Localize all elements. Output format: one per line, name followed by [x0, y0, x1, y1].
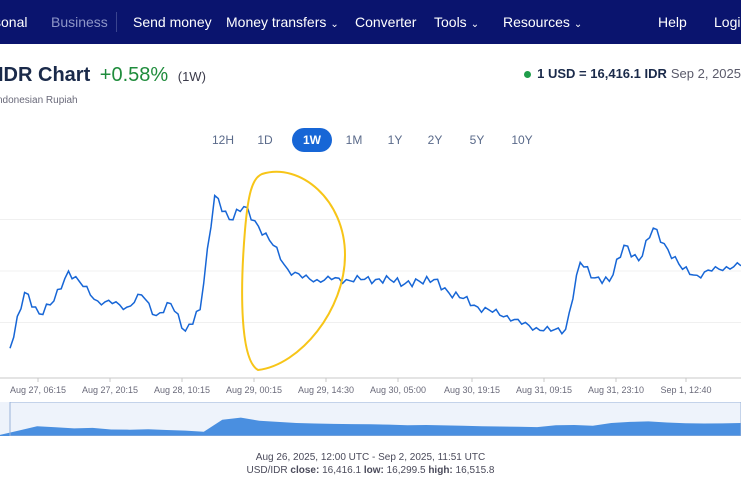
- rate-date: Sep 2, 2025: [670, 66, 741, 81]
- chart-title: IDR Chart: [0, 64, 91, 86]
- low-label: low:: [363, 465, 384, 476]
- chevron-down-icon: ⌄: [330, 19, 339, 30]
- nav-help[interactable]: Help: [658, 14, 687, 30]
- nav-send-money[interactable]: Send money: [133, 14, 212, 30]
- current-rate: 1 USD = 16,416.1 IDR Sep 2, 2025: [524, 66, 741, 81]
- range-10y[interactable]: 10Y: [511, 133, 533, 147]
- nav-divider: [116, 12, 117, 32]
- x-tick-label: Aug 31, 23:10: [588, 385, 644, 395]
- range-2y[interactable]: 2Y: [427, 133, 443, 147]
- page-title: IDR Chart +0.58% (1W): [0, 64, 206, 87]
- range-navigator[interactable]: [0, 402, 741, 436]
- high-label: high:: [428, 465, 453, 476]
- chevron-down-icon: ⌄: [573, 19, 583, 30]
- live-indicator-icon: [524, 71, 532, 79]
- top-nav: sonal Business Send money Money transfer…: [0, 0, 741, 44]
- chart-grid: [0, 219, 741, 323]
- hand-drawn-annotation: [241, 170, 347, 372]
- x-tick-label: Aug 29, 00:15: [226, 385, 282, 395]
- nav-business[interactable]: Business: [51, 14, 108, 30]
- x-tick-label: Aug 30, 19:15: [444, 385, 500, 395]
- x-tick-label: Aug 30, 05:00: [370, 385, 426, 395]
- navigator-area: [0, 417, 741, 436]
- nav-personal[interactable]: sonal: [0, 14, 28, 30]
- close-label: close:: [290, 465, 320, 476]
- ohlc-summary: USD/IDR close: 16,416.1 low: 16,299.5 hi…: [0, 465, 741, 476]
- low-value: 16,299.5: [386, 465, 426, 476]
- chevron-down-icon: ⌄: [470, 19, 480, 30]
- x-tick-label: Aug 29, 14:30: [298, 385, 354, 395]
- range-1y[interactable]: 1Y: [387, 133, 403, 147]
- x-axis-ticks: Aug 27, 06:15 Aug 27, 20:15 Aug 28, 10:15 A…: [10, 378, 712, 395]
- nav-tools[interactable]: Tools ⌄: [434, 14, 479, 30]
- range-1d[interactable]: 1D: [257, 133, 273, 147]
- x-tick-label: Aug 31, 09:15: [516, 385, 572, 395]
- currency-name: ndonesian Rupiah: [0, 95, 78, 106]
- range-12h[interactable]: 12H: [211, 133, 234, 147]
- nav-resources-label: Resources: [503, 14, 570, 30]
- high-value: 16,515.8: [455, 465, 495, 476]
- pair-label: USD/IDR: [246, 465, 288, 476]
- x-tick-label: Sep 1, 12:40: [660, 385, 711, 395]
- series-line: [9, 194, 741, 349]
- range-1m[interactable]: 1M: [345, 133, 363, 147]
- nav-converter[interactable]: Converter: [355, 14, 417, 30]
- change-period: (1W): [177, 69, 206, 84]
- nav-money-transfers-label: Money transfers: [226, 14, 327, 30]
- rate-chart[interactable]: Aug 27, 06:15 Aug 27, 20:15 Aug 28, 10:15 A…: [0, 160, 741, 400]
- chart-series: [9, 194, 741, 349]
- close-value: 16,416.1: [322, 465, 362, 476]
- navigator-series: [0, 417, 741, 436]
- x-tick-label: Aug 27, 20:15: [82, 385, 138, 395]
- rate-label: 1 USD = 16,416.1 IDR: [537, 66, 667, 81]
- x-tick-label: Aug 27, 06:15: [10, 385, 66, 395]
- range-1w[interactable]: 1W: [292, 128, 332, 152]
- nav-tools-label: Tools: [434, 14, 467, 30]
- x-tick-label: Aug 28, 10:15: [154, 385, 210, 395]
- nav-resources[interactable]: Resources ⌄: [503, 14, 582, 30]
- nav-login[interactable]: Login: [714, 14, 741, 30]
- date-range-text: Aug 26, 2025, 12:00 UTC - Sep 2, 2025, 1…: [255, 452, 486, 463]
- nav-money-transfers[interactable]: Money transfers ⌄: [226, 14, 339, 30]
- change-percent: +0.58%: [99, 64, 169, 86]
- navigator-window[interactable]: [9, 402, 741, 436]
- annotation-ellipse: [241, 170, 347, 372]
- range-5y[interactable]: 5Y: [469, 133, 485, 147]
